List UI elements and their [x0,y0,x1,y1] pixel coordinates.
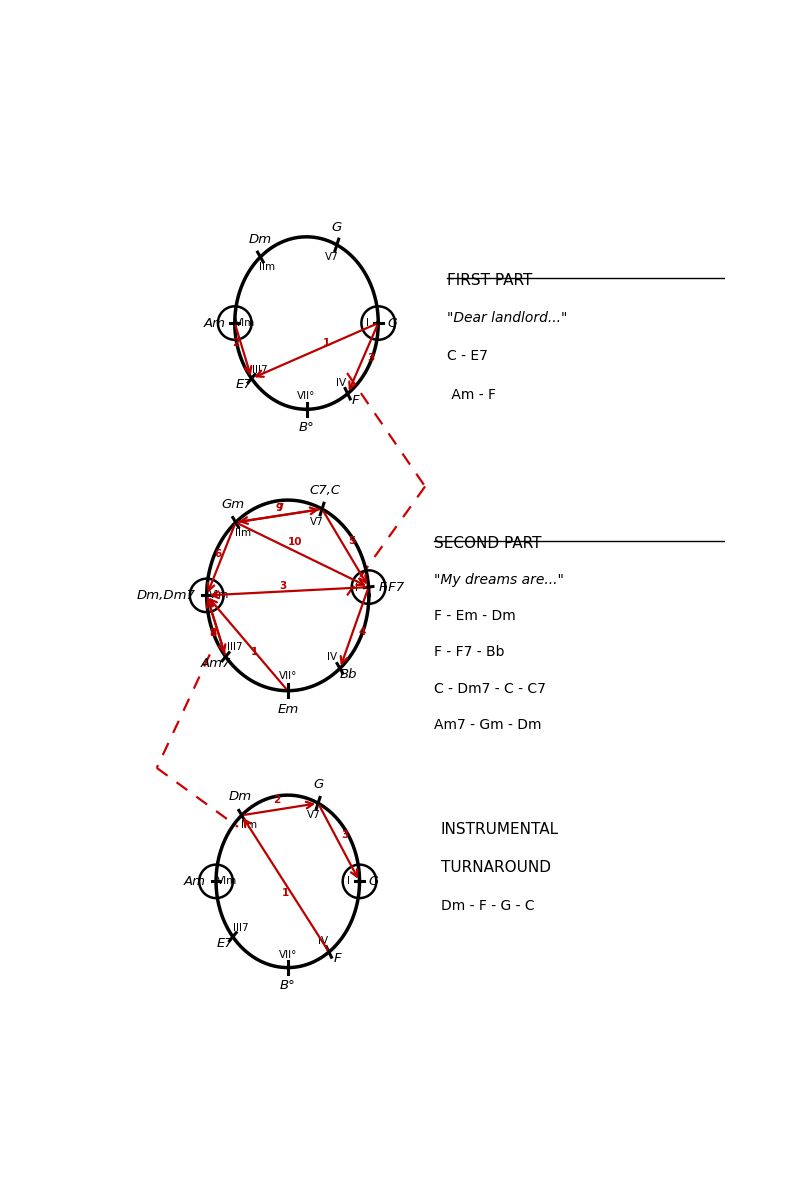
Text: VII°: VII° [297,391,316,401]
Text: F - F7 - Bb: F - F7 - Bb [435,645,505,659]
Text: E7: E7 [217,937,233,950]
Text: V7: V7 [310,516,324,527]
Text: 3: 3 [367,354,374,363]
Text: Am7: Am7 [201,657,232,670]
Text: 5: 5 [348,535,355,546]
Text: 10: 10 [288,538,303,547]
Text: I: I [366,318,369,328]
Text: C: C [388,316,397,330]
Text: V7: V7 [325,251,339,262]
Text: V7: V7 [307,810,320,819]
Text: INSTRUMENTAL: INSTRUMENTAL [440,823,559,837]
Text: VII°: VII° [279,949,297,960]
Text: Am7 - Gm - Dm: Am7 - Gm - Dm [435,718,542,732]
Text: Gm: Gm [221,498,244,511]
Text: IV: IV [336,378,346,388]
Text: FIRST PART: FIRST PART [447,274,532,288]
Text: I: I [347,876,350,887]
Text: B°: B° [280,980,295,993]
Text: 2: 2 [209,628,217,638]
Text: III7: III7 [233,923,249,934]
Text: TURNAROUND: TURNAROUND [440,861,551,876]
Text: III7: III7 [252,365,267,375]
Text: 1: 1 [323,338,330,349]
Text: Bb: Bb [339,668,357,681]
Text: Am: Am [184,875,206,888]
Text: F - Em - Dm: F - Em - Dm [435,610,516,623]
Text: 1: 1 [251,647,258,658]
Text: G: G [332,220,342,233]
Text: VIm: VIm [217,876,237,887]
Text: 3: 3 [341,830,349,839]
Text: C - E7: C - E7 [447,349,488,363]
Text: Dm - F - G - C: Dm - F - G - C [440,898,535,913]
Text: 1: 1 [282,888,289,897]
Text: Em: Em [277,704,299,717]
Text: IV: IV [318,936,328,947]
Text: Am: Am [204,316,225,330]
Text: IV: IV [327,652,337,663]
Text: G: G [313,778,324,791]
Text: Dm,Dm7: Dm,Dm7 [137,588,196,602]
Text: 4: 4 [358,627,365,638]
Text: III7: III7 [227,643,243,652]
Text: F: F [351,394,359,407]
Text: IIm: IIm [235,528,251,539]
Text: "Dear landlord...": "Dear landlord..." [447,311,568,325]
Text: "My dreams are...": "My dreams are..." [435,573,564,587]
Text: 2: 2 [233,338,240,349]
Text: 8: 8 [209,628,217,638]
Text: C7,C: C7,C [310,485,341,498]
Text: VII°: VII° [279,671,297,681]
Text: F: F [333,951,341,964]
Text: 9: 9 [275,502,283,513]
Text: 7: 7 [276,502,283,513]
Text: Am - F: Am - F [447,388,496,402]
Text: F,F7: F,F7 [378,580,405,593]
Text: SECOND PART: SECOND PART [435,536,542,552]
Text: VIm: VIm [235,318,256,328]
Text: B°: B° [299,421,315,434]
Text: IIm: IIm [241,821,257,830]
Text: C: C [369,875,378,888]
Text: 3: 3 [279,581,287,591]
Text: E7: E7 [236,378,253,391]
Text: 6: 6 [214,549,221,559]
Text: Dm: Dm [249,233,272,246]
Text: 2: 2 [273,795,280,805]
Text: IIm: IIm [259,262,275,272]
Text: VIm: VIm [208,591,229,600]
Text: C - Dm7 - C - C7: C - Dm7 - C - C7 [435,681,547,696]
Text: I: I [355,584,358,593]
Text: Dm: Dm [229,790,251,804]
